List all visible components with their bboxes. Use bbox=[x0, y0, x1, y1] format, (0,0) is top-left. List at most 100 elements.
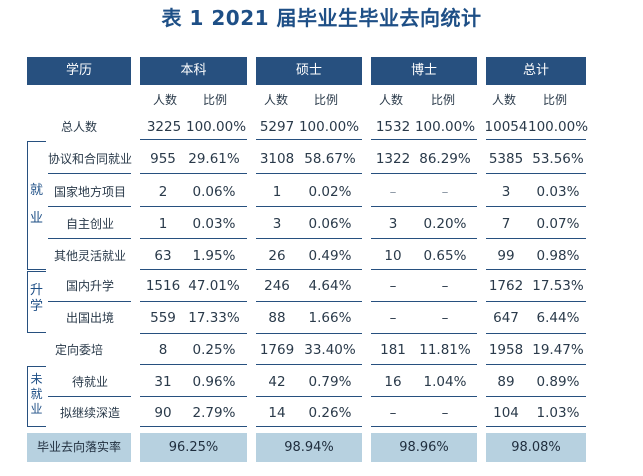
subheader-ratio: 比例 bbox=[542, 93, 567, 107]
header-master: 硕士 bbox=[256, 57, 362, 85]
table-cell: 0.03% bbox=[192, 216, 236, 232]
table-cell: 100.00% bbox=[186, 119, 247, 135]
table-cell: 246 bbox=[264, 278, 290, 294]
row-label: 国家地方项目 bbox=[53, 185, 126, 199]
header-education: 学历 bbox=[27, 57, 131, 85]
subheader-count: 人数 bbox=[491, 93, 516, 107]
group-bracket-unemployed bbox=[27, 366, 46, 427]
row-label: 待就业 bbox=[71, 375, 108, 389]
table-cell: 16 bbox=[384, 374, 402, 390]
table-cell: 3 bbox=[272, 216, 282, 232]
table-cell: 86.29% bbox=[419, 151, 471, 167]
table-cell: 1.95% bbox=[192, 248, 236, 264]
table-cell: 1.04% bbox=[423, 374, 467, 390]
row-label-total: 总人数 bbox=[60, 120, 97, 134]
table-cell: 1322 bbox=[375, 151, 411, 167]
table-cell: 104 bbox=[493, 405, 519, 421]
footer-label: 毕业去向落实率 bbox=[27, 433, 131, 462]
group-label-unemployed: 未 就 业 bbox=[30, 372, 43, 416]
table-cell: 5297 bbox=[259, 119, 295, 135]
table-cell: 0.49% bbox=[308, 248, 352, 264]
table-cell: 11.81% bbox=[419, 342, 471, 358]
table-cell: 1 bbox=[272, 184, 282, 200]
table-cell: 1958 bbox=[488, 342, 524, 358]
table-cell: 0.07% bbox=[536, 216, 580, 232]
table-cell: 14 bbox=[268, 405, 286, 421]
table-cell: 63 bbox=[154, 248, 172, 264]
row-label: 出国出境 bbox=[65, 311, 114, 325]
table-cell: – bbox=[389, 405, 397, 421]
table-cell: – bbox=[441, 310, 449, 326]
subheader-ratio: 比例 bbox=[202, 93, 227, 107]
table-cell: 1532 bbox=[375, 119, 411, 135]
table-cell: 17.33% bbox=[188, 310, 240, 326]
group-label-employment: 就 业 bbox=[29, 183, 43, 226]
table-cell: 31 bbox=[154, 374, 172, 390]
table-cell: – bbox=[441, 184, 449, 200]
table-cell: 26 bbox=[268, 248, 286, 264]
table-cell: 0.79% bbox=[308, 374, 352, 390]
table-cell: 17.53% bbox=[532, 278, 584, 294]
table-cell: 58.67% bbox=[304, 151, 356, 167]
table-cell: 10 bbox=[384, 248, 402, 264]
subheader-count: 人数 bbox=[263, 93, 288, 107]
table-cell: 3 bbox=[501, 184, 511, 200]
subheader-ratio: 比例 bbox=[313, 93, 338, 107]
table-cell: 90 bbox=[154, 405, 172, 421]
footer-rate-doctor: 98.96% bbox=[371, 433, 477, 462]
table-cell: 6.44% bbox=[536, 310, 580, 326]
footer-rate-total: 98.08% bbox=[486, 433, 586, 462]
table-cell: – bbox=[389, 278, 397, 294]
table-cell: 4.64% bbox=[308, 278, 352, 294]
table-cell: 33.40% bbox=[304, 342, 356, 358]
table-cell: 100.00% bbox=[528, 119, 589, 135]
table-cell: 0.26% bbox=[308, 405, 352, 421]
subheader-count: 人数 bbox=[378, 93, 403, 107]
table-cell: 1 bbox=[158, 216, 168, 232]
table-cell: – bbox=[441, 405, 449, 421]
table-cell: 5385 bbox=[488, 151, 524, 167]
table-cell: 7 bbox=[501, 216, 511, 232]
table-cell: 47.01% bbox=[188, 278, 240, 294]
table-cell: 1.66% bbox=[308, 310, 352, 326]
table-cell: 3 bbox=[388, 216, 398, 232]
table-cell: 0.03% bbox=[536, 184, 580, 200]
table-cell: 0.89% bbox=[536, 374, 580, 390]
table-cell: 100.00% bbox=[414, 119, 476, 135]
table-cell: 559 bbox=[150, 310, 176, 326]
table-cell: – bbox=[389, 310, 397, 326]
table-cell: 0.25% bbox=[192, 342, 236, 358]
header-total: 总计 bbox=[486, 57, 586, 85]
table-cell: – bbox=[389, 184, 397, 200]
group-bracket-employment bbox=[27, 141, 46, 270]
table-cell: 181 bbox=[380, 342, 406, 358]
table-cell: 3108 bbox=[259, 151, 295, 167]
table-title: 表 1 2021 届毕业生毕业去向统计 bbox=[161, 6, 482, 30]
table-cell: 0.20% bbox=[423, 216, 467, 232]
table-cell: 0.02% bbox=[308, 184, 352, 200]
table-cell: 0.96% bbox=[192, 374, 236, 390]
table-cell: 2 bbox=[158, 184, 168, 200]
group-bracket-further-study bbox=[27, 271, 46, 333]
table-cell: 1.03% bbox=[536, 405, 580, 421]
row-label: 拟继续深造 bbox=[59, 406, 120, 420]
table-cell: 89 bbox=[497, 374, 515, 390]
footer-rate-bachelor: 96.25% bbox=[140, 433, 247, 462]
table-cell: 10054 bbox=[484, 119, 528, 135]
row-label: 国内升学 bbox=[65, 279, 114, 293]
table-cell: 0.65% bbox=[423, 248, 467, 264]
subheader-ratio: 比例 bbox=[430, 93, 455, 107]
subheader-count: 人数 bbox=[152, 93, 177, 107]
table-cell: 0.06% bbox=[308, 216, 352, 232]
table-cell: 0.98% bbox=[536, 248, 580, 264]
table-cell: 2.79% bbox=[192, 405, 236, 421]
row-label: 自主创业 bbox=[65, 217, 114, 231]
table-cell: 29.61% bbox=[188, 151, 240, 167]
table-cell: 3225 bbox=[146, 119, 182, 135]
table-cell: 100.00% bbox=[298, 119, 360, 135]
row-label: 其他灵活就业 bbox=[53, 249, 126, 263]
table-cell: 99 bbox=[497, 248, 515, 264]
table-cell: 1762 bbox=[488, 278, 524, 294]
table-cell: 8 bbox=[158, 342, 168, 358]
table-cell: 88 bbox=[268, 310, 286, 326]
